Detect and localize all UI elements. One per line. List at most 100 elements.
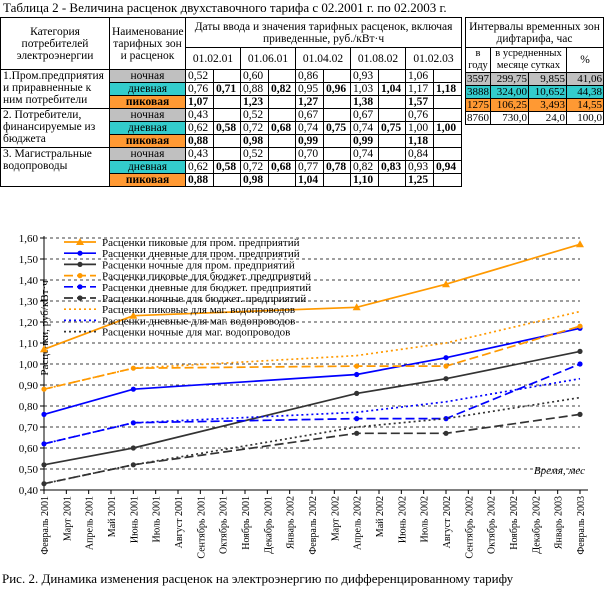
value-cell: 1,18 (405, 134, 434, 148)
y-tick-label: 1,40 (19, 275, 39, 287)
reduced-value-cell (323, 147, 351, 161)
category-cell: 2. Потребители, финансируемые из бюджета (0, 108, 110, 148)
legend-item: Расценки дневные для маг. водопроводов (64, 315, 295, 327)
value-cell: 1,06 (405, 69, 434, 83)
header-zone: Наименование тарифных зон и расценок (109, 17, 186, 70)
x-tick-label: Январь 2003 (554, 496, 565, 549)
data-point-circle (443, 430, 449, 436)
legend-item: Расценки пиковые для пром. предприятий (64, 237, 300, 249)
series-6 (43, 310, 581, 391)
tariff-row: 3. Магистральные водопроводы ночная 0,43 0,… (0, 147, 463, 187)
interval-cell: 9,855 (528, 72, 567, 86)
legend-item: Расценки ночные для маг. водопроводов (64, 327, 290, 339)
x-tick-label: Май 2001 (107, 496, 118, 537)
value-cell: 1,38 (350, 95, 379, 109)
interval-cell: 24,0 (528, 111, 567, 125)
reduced-value-cell: 0,94 (432, 160, 463, 174)
data-point-circle (354, 416, 360, 422)
x-tick-label: Март 2001 (62, 496, 73, 541)
value-cell: 0,98 (240, 173, 269, 187)
value-cell: 0,67 (295, 108, 324, 122)
value-cell: 0,72 (240, 121, 269, 135)
value-cell: 1,07 (185, 95, 214, 109)
reduced-value-cell: 0,58 (213, 160, 241, 174)
reduced-value-cell: 0,96 (323, 82, 351, 96)
value-cell: 0,84 (405, 147, 434, 161)
value-cell: 1,17 (405, 82, 434, 96)
x-tick-label: Июль 2002 (420, 496, 431, 543)
reduced-value-cell: 0,75 (378, 121, 406, 135)
interval-cell: 1275 (465, 98, 491, 112)
reduced-value-cell (323, 173, 351, 187)
intervals-sub-month-day-wrap: в усредненных месяце сутках (490, 47, 567, 73)
reduced-value-cell (213, 108, 241, 122)
value-cell: 1,27 (295, 95, 324, 109)
x-tick-label: Сентябрь 2001 (196, 496, 207, 559)
tariff-row: дневная 0,62 0,58 0,72 0,68 0,77 0,78 0,82 0,83 0… (1, 160, 463, 174)
reduced-value-cell: 0,58 (213, 121, 241, 135)
interval-cell: 41,06 (566, 72, 604, 86)
y-tick-label: 1,50 (19, 254, 39, 266)
reduced-value-cell: 0,71 (213, 82, 241, 96)
data-point-circle (77, 261, 83, 267)
data-point-triangle (40, 345, 48, 353)
reduced-value-cell (432, 69, 463, 83)
zone-cell: пиковая (109, 95, 186, 109)
data-point-circle (77, 284, 83, 290)
data-point-circle (443, 376, 449, 382)
value-cell: 1,03 (350, 82, 379, 96)
legend-item: Расценки пиковые для бюджет. предприятий (64, 271, 311, 283)
date-header: 01.02.01 (185, 47, 241, 70)
series-1 (41, 325, 583, 417)
value-cell: 0,88 (185, 134, 214, 148)
x-tick-label: Декабрь 2002 (531, 496, 542, 554)
legend-item: Расценки пиковые для маг. водопроводов (64, 304, 295, 316)
legend-label: Расценки дневные для пром. предприятий (102, 248, 300, 260)
reduced-value-cell (378, 108, 406, 122)
value-cell: 1,23 (240, 95, 269, 109)
legend-label: Расценки дневные для бюджет. предприятий (102, 282, 311, 294)
data-point-circle (443, 355, 449, 361)
reduced-value-cell (378, 95, 406, 109)
interval-cell: 3888 (465, 85, 491, 99)
data-point-triangle (442, 280, 450, 288)
x-tick-label: Февраль 2003 (576, 496, 587, 555)
reduced-value-cell (213, 134, 241, 148)
x-axis-label: Время, мес (534, 465, 585, 477)
legend-label: Расценки пиковые для бюджет. предприятий (102, 271, 311, 283)
y-tick-label: 1,10 (19, 338, 39, 350)
header-category: Категория потребителей электроэнергии (0, 17, 110, 70)
data-point-circle (130, 445, 136, 451)
reduced-value-cell: 1,04 (378, 82, 406, 96)
interval-cell: 106,25 (490, 98, 529, 112)
interval-row: 3597 299,75 9,855 41,06 (465, 72, 604, 86)
data-point-circle (577, 361, 583, 367)
reduced-value-cell (213, 173, 241, 187)
legend-item: Расценки ночные для пром. предприятий (64, 259, 295, 271)
value-cell: 0,99 (350, 134, 379, 148)
reduced-value-cell (323, 134, 351, 148)
value-cell: 0,99 (295, 134, 324, 148)
series-line (43, 377, 581, 445)
intervals-sub-month: в усредненных месяце (495, 48, 562, 72)
x-tick-label: Апрель 2001 (85, 496, 96, 550)
interval-cell: 10,652 (528, 85, 567, 99)
reduced-value-cell (378, 147, 406, 161)
data-point-circle (354, 390, 360, 396)
x-tick-label: Март 2002 (330, 496, 341, 541)
y-tick-label: 0,50 (19, 464, 39, 476)
legend-label: Расценки ночные для маг. водопроводов (102, 327, 290, 339)
intervals-sub-percent: % (566, 47, 604, 73)
value-cell: 1,25 (405, 173, 434, 187)
data-point-triangle (352, 303, 361, 311)
data-point-circle (77, 250, 83, 256)
reduced-value-cell (432, 147, 463, 161)
x-tick-label: Апрель 2002 (353, 496, 364, 550)
intervals-header: Интервалы временных зон дифтарифа, час (465, 17, 604, 48)
figure-caption: Рис. 2. Динамика изменения расценок на э… (2, 571, 514, 586)
tariff-row: 2. Потребители, финансируемые из бюджета… (0, 108, 463, 148)
value-cell: 0,88 (240, 82, 269, 96)
header-dates: Даты ввода и значения тарифных расценок,… (184, 17, 463, 48)
value-cell: 0,93 (350, 69, 379, 83)
data-point-circle (577, 323, 583, 329)
